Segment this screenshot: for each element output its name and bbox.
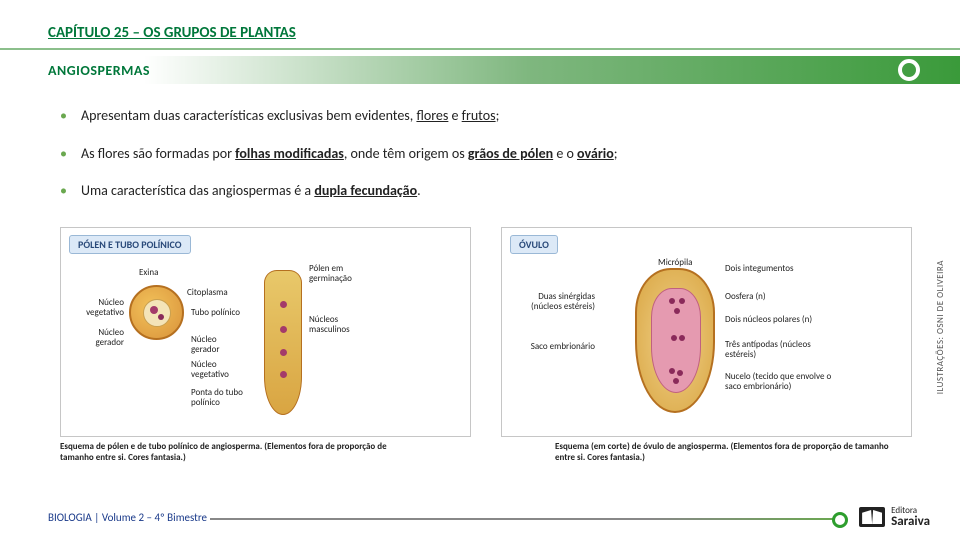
label-sinergidas: Duas sinérgidas (núcleos estéreis) bbox=[510, 292, 595, 312]
label-exina: Exina bbox=[139, 268, 158, 278]
label-micropila: Micrópila bbox=[658, 258, 692, 268]
bullet-dot-icon: • bbox=[60, 106, 67, 126]
figures-row: PÓLEN E TUBO POLÍNICO Exina Núcleo veget… bbox=[0, 219, 960, 437]
ovule-dot bbox=[677, 370, 683, 376]
bullet-1-text: Apresentam duas características exclusiv… bbox=[81, 106, 499, 126]
ovule-dot bbox=[671, 335, 677, 341]
text: Uma característica das angiospermas é a bbox=[81, 182, 314, 199]
logo-name: Saraiva bbox=[891, 515, 930, 528]
book-icon bbox=[859, 507, 885, 527]
bullet-dot-icon: • bbox=[60, 144, 67, 164]
figure-2-caption: Esquema (em corte) de óvulo de angiosper… bbox=[495, 441, 960, 463]
label-oosfera: Oosfera (n) bbox=[725, 292, 766, 302]
keyword-flores: flores bbox=[416, 107, 448, 124]
ovule-dot bbox=[679, 335, 685, 341]
publisher-logo: Editora Saraiva bbox=[859, 506, 930, 528]
text: ; bbox=[496, 107, 500, 124]
label-nucleo-ger2: Núcleo gerador bbox=[191, 335, 241, 355]
bullet-2-text: As flores são formadas por folhas modifi… bbox=[81, 144, 618, 164]
logo-text: Editora Saraiva bbox=[891, 506, 930, 528]
label-nucleos-polares: Dois núcleos polares (n) bbox=[725, 315, 835, 325]
pollen-tube-shape bbox=[264, 270, 302, 415]
footer-text: BIOLOGIA | Volume 2 – 4º Bimestre bbox=[48, 511, 207, 524]
bullet-3: • Uma característica das angiospermas é … bbox=[60, 181, 912, 201]
label-polen-germ: Pólen em germinação bbox=[309, 264, 369, 284]
text: . bbox=[417, 182, 421, 199]
keyword-polen: grãos de pólen bbox=[468, 145, 553, 162]
label-ponta-tubo: Ponta do tubo polínico bbox=[191, 388, 246, 408]
figure-ovulo: ÓVULO Micrópila Dois integumentos Oosfer… bbox=[501, 227, 912, 437]
text: e bbox=[448, 107, 461, 124]
pollen-inner-shape bbox=[143, 299, 171, 327]
figure-captions: Esquema de pólen e de tubo polínico de a… bbox=[0, 437, 960, 463]
tube-dot bbox=[280, 349, 287, 356]
ovule-dot bbox=[679, 298, 685, 304]
footer-ring-icon bbox=[832, 512, 848, 528]
section-bar: ANGIOSPERMAS bbox=[0, 56, 960, 84]
content-area: • Apresentam duas características exclus… bbox=[0, 84, 960, 201]
illustration-credit: ILUSTRAÇÕES: OSNI DE OLIVEIRA bbox=[935, 260, 946, 394]
ovule-dot bbox=[669, 368, 675, 374]
figure-polen: PÓLEN E TUBO POLÍNICO Exina Núcleo veget… bbox=[60, 227, 471, 437]
nucleus-ger-dot bbox=[158, 314, 164, 320]
chapter-title: CAPÍTULO 25 – OS GRUPOS DE PLANTAS bbox=[0, 0, 960, 50]
label-tubo-polinico: Tubo polínico bbox=[191, 308, 241, 318]
label-nucelo: Nucelo (tecido que envolve o saco embrio… bbox=[725, 372, 845, 392]
bullet-1: • Apresentam duas características exclus… bbox=[60, 106, 912, 126]
bullet-2: • As flores são formadas por folhas modi… bbox=[60, 144, 912, 164]
label-nucleos-masc: Núcleos masculinos bbox=[309, 315, 369, 335]
tube-dot bbox=[280, 371, 287, 378]
text: Apresentam duas características exclusiv… bbox=[81, 107, 416, 124]
nucleus-veg-dot bbox=[150, 306, 158, 314]
section-title: ANGIOSPERMAS bbox=[48, 62, 150, 79]
label-nucleo-ger: Núcleo gerador bbox=[69, 328, 124, 348]
ovule-dot bbox=[673, 378, 679, 384]
section-ring-icon bbox=[898, 59, 920, 81]
ovule-shape bbox=[635, 268, 715, 413]
figure-1-body: Exina Núcleo vegetativo Núcleo gerador C… bbox=[69, 260, 462, 420]
pollen-grain-shape bbox=[129, 285, 184, 340]
figure-1-title: PÓLEN E TUBO POLÍNICO bbox=[69, 235, 191, 254]
footer-rule bbox=[210, 518, 840, 520]
tube-dot bbox=[280, 326, 287, 333]
text: ; bbox=[614, 145, 618, 162]
label-citoplasma: Citoplasma bbox=[187, 288, 228, 298]
bullet-3-text: Uma característica das angiospermas é a … bbox=[81, 181, 421, 201]
text: , onde têm origem os bbox=[344, 145, 468, 162]
figure-1-caption: Esquema de pólen e de tubo polínico de a… bbox=[0, 441, 465, 463]
label-antipodas: Três antípodas (núcleos estéreis) bbox=[725, 340, 835, 360]
keyword-ovario: ovário bbox=[577, 145, 614, 162]
ovule-dot bbox=[674, 308, 680, 314]
text: As flores são formadas por bbox=[81, 145, 235, 162]
bullet-dot-icon: • bbox=[60, 181, 67, 201]
tube-dot bbox=[280, 301, 287, 308]
keyword-dupla-fecundacao: dupla fecundação bbox=[314, 182, 417, 199]
label-saco-emb: Saco embrionário bbox=[510, 342, 595, 352]
figure-2-title: ÓVULO bbox=[510, 235, 558, 254]
label-nucleo-veg: Núcleo vegetativo bbox=[69, 298, 124, 318]
text: e o bbox=[553, 145, 577, 162]
keyword-folhas: folhas modificadas bbox=[235, 145, 344, 162]
label-integumentos: Dois integumentos bbox=[725, 264, 805, 274]
figure-2-body: Micrópila Dois integumentos Oosfera (n) … bbox=[510, 260, 903, 420]
ovule-dot bbox=[669, 298, 675, 304]
label-nucleo-veg2: Núcleo vegetativo bbox=[191, 360, 246, 380]
keyword-frutos: frutos bbox=[462, 107, 496, 124]
